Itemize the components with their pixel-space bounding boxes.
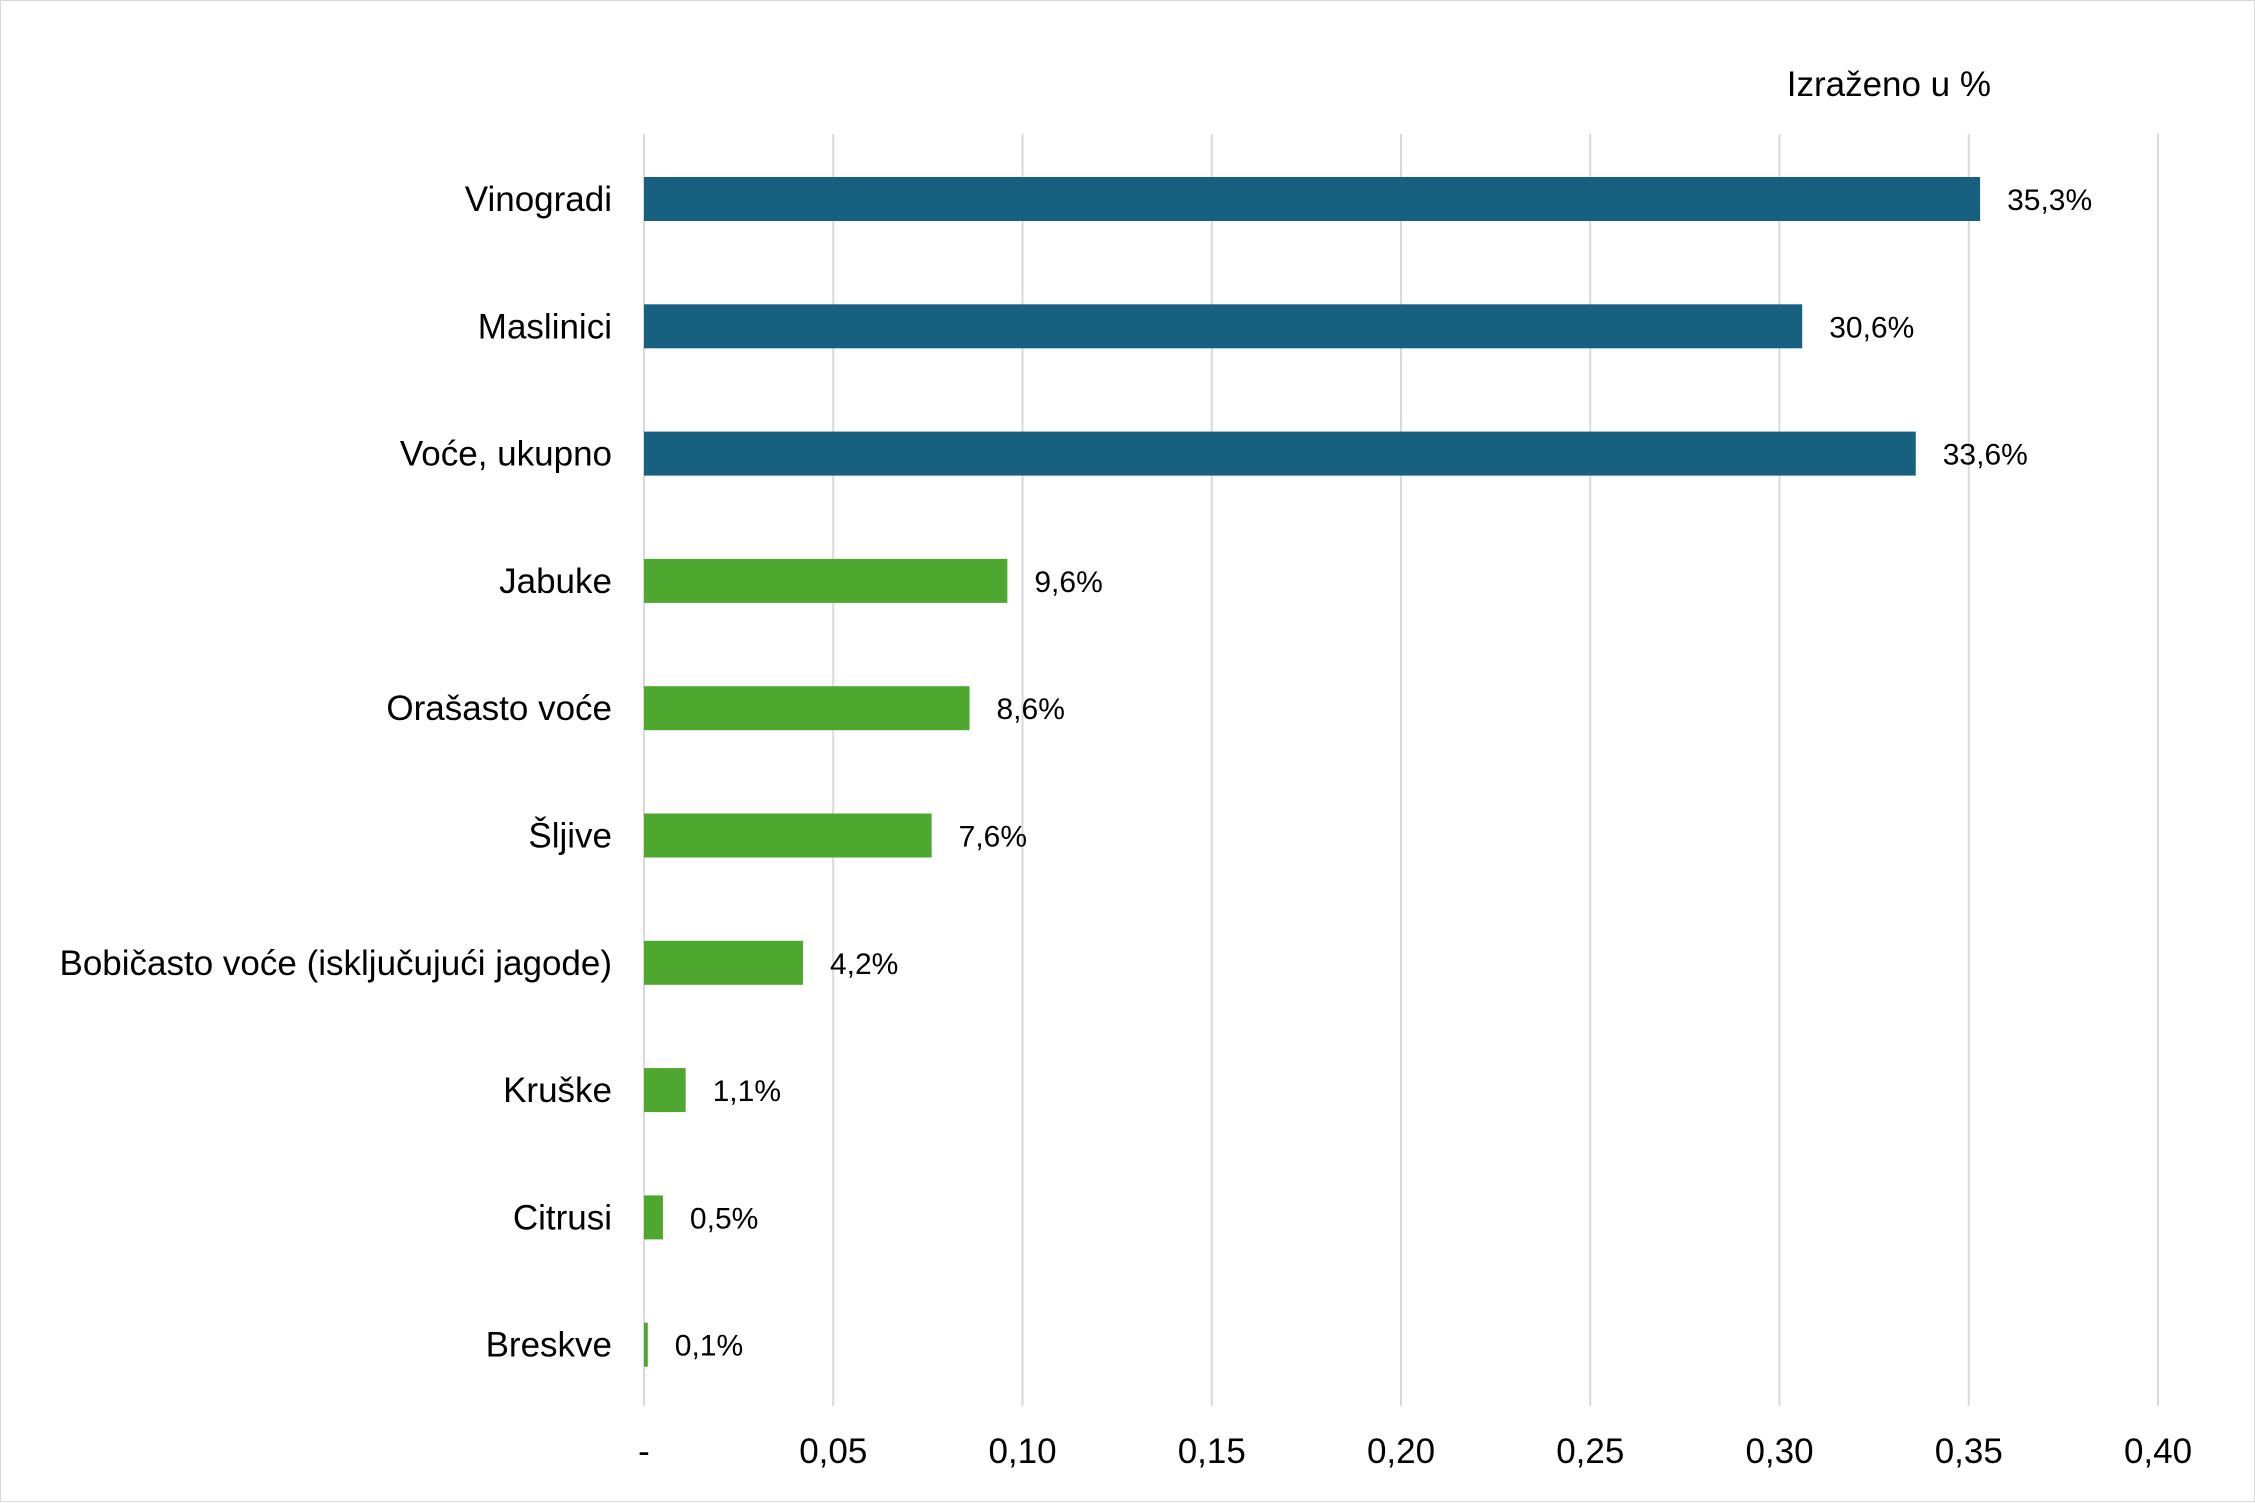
x-tick-label: 0,30	[1745, 1432, 1813, 1471]
category-label: Jabuke	[499, 562, 612, 601]
bar-value-label: 30,6%	[1829, 311, 1914, 344]
x-tick-label: -	[638, 1432, 650, 1471]
category-label: Maslinici	[478, 307, 612, 346]
bar	[644, 1068, 686, 1113]
x-tick-label: 0,20	[1367, 1432, 1435, 1471]
category-label: Vinogradi	[465, 180, 612, 219]
category-label: Breskve	[486, 1326, 612, 1365]
category-label: Kruške	[503, 1071, 612, 1110]
category-labels: Vinogradi Maslinici Voće, ukupno Jabuke Oraš…	[60, 180, 613, 1365]
bar-value-label: 7,6%	[959, 821, 1027, 854]
bar	[644, 431, 1916, 476]
category-label: Šljive	[528, 817, 612, 856]
x-tick-label: 0,05	[799, 1432, 867, 1471]
x-tick-label: 0,40	[2124, 1432, 2192, 1471]
bar-value-label: 4,2%	[830, 948, 898, 981]
bar	[644, 686, 970, 731]
bar-value-label: 0,1%	[675, 1330, 743, 1363]
bar-value-label: 35,3%	[2007, 184, 2092, 217]
bar	[644, 304, 1803, 349]
unit-note: Izraženo u %	[1787, 65, 1991, 104]
category-label: Orašasto voće	[386, 689, 612, 728]
x-tick-label: 0,10	[988, 1432, 1056, 1471]
bar	[644, 177, 1981, 221]
bar	[644, 813, 932, 858]
bar-value-label: 8,6%	[997, 693, 1065, 726]
bar	[644, 558, 1008, 603]
category-label: Citrusi	[513, 1198, 612, 1237]
bar-value-label: 0,5%	[690, 1202, 758, 1235]
bar-value-label: 1,1%	[713, 1075, 781, 1108]
x-tick-label: 0,35	[1935, 1432, 2003, 1471]
bar	[644, 940, 803, 985]
bar	[644, 1195, 663, 1240]
category-label: Voće, ukupno	[400, 435, 612, 474]
data-labels: 35,3% 30,6% 33,6% 9,6% 8,6% 7,6% 4,2% 1,1% 0,5% 0…	[675, 184, 2092, 1363]
category-label: Bobičasto voće (isključujući jagode)	[60, 944, 613, 983]
bar-value-label: 9,6%	[1034, 566, 1102, 599]
x-tick-label: 0,15	[1178, 1432, 1246, 1471]
x-axis-ticks: - 0,05 0,10 0,15 0,20 0,25 0,30 0,35 0,40	[638, 1432, 2192, 1471]
bars	[644, 177, 1981, 1367]
x-tick-label: 0,25	[1556, 1432, 1624, 1471]
bar-value-label: 33,6%	[1943, 439, 2028, 472]
bar	[644, 1322, 648, 1367]
